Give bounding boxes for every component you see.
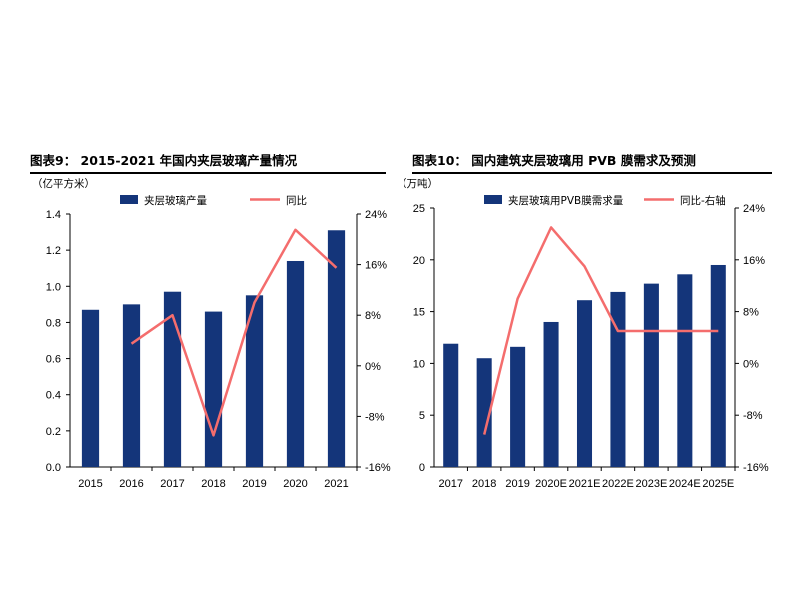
production-chart: （亿平方米） 夹层玻璃产量 同比 0.0 0.2 0.4 0.6 0.8 1.0 1.2 1.4 -1… <box>32 177 391 490</box>
bar <box>327 230 346 467</box>
y-tick-label-left: 0.2 <box>46 426 61 438</box>
y-tick-label-left: 0.8 <box>46 317 61 329</box>
x-tick-label: 2016 <box>119 478 143 490</box>
y-tick-label-right: 0% <box>743 358 759 370</box>
pvb-demand-chart: （万吨） 夹层玻璃用PVB膜需求量 同比-右轴 0 5 10 15 20 25 -16% -8% 0%… <box>404 177 769 490</box>
x-tick-label: 2022E <box>602 478 634 490</box>
y-tick-label-left: 0.6 <box>46 354 61 366</box>
x-tick-label: 2015 <box>78 478 102 490</box>
legend-swatch-bar <box>484 195 502 204</box>
y-tick-label-right: -8% <box>365 411 385 423</box>
y-tick-label-right: -8% <box>743 410 763 422</box>
y-tick-label-left: 1.2 <box>46 245 61 257</box>
bar <box>122 304 141 467</box>
y-tick-label-left: 25 <box>413 203 425 215</box>
x-tick-label: 2020E <box>535 478 567 490</box>
y-tick-label-right: 24% <box>743 203 765 215</box>
bar <box>443 343 459 467</box>
legend-label-bar: 夹层玻璃用PVB膜需求量 <box>508 194 624 207</box>
bar <box>677 274 693 467</box>
bar <box>643 283 659 467</box>
bar <box>543 321 559 467</box>
yoy-line <box>130 228 338 437</box>
y-tick-label-right: 8% <box>743 307 759 319</box>
legend-label-line: 同比 <box>286 194 307 207</box>
y-tick-label-left: 1.0 <box>46 281 61 293</box>
y-tick-label-right: -16% <box>743 462 769 474</box>
y-tick-label-right: 0% <box>365 361 381 373</box>
bar <box>576 300 593 467</box>
bar <box>610 291 626 467</box>
y-tick-label-left: 20 <box>413 255 425 267</box>
legend-label-bar: 夹层玻璃产量 <box>144 194 207 207</box>
x-tick-label: 2017 <box>438 478 462 490</box>
y-tick-label-left: 0 <box>419 462 425 474</box>
y-axis-unit-label: （万吨） <box>404 177 438 190</box>
chart-title: 图表9： 2015-2021 年国内夹层玻璃产量情况 <box>30 153 298 168</box>
y-tick-label-right: 16% <box>365 260 387 272</box>
x-tick-label: 2023E <box>635 478 667 490</box>
x-tick-label: 2024E <box>669 478 701 490</box>
y-tick-label-left: 0.4 <box>46 390 61 402</box>
title-underline <box>412 172 772 174</box>
x-tick-label: 2021 <box>324 478 348 490</box>
y-tick-label-right: 24% <box>365 209 387 221</box>
title-underline <box>30 172 386 174</box>
y-tick-label-right: 16% <box>743 255 765 267</box>
chart-title: 图表10： 国内建筑夹层玻璃用 PVB 膜需求及预测 <box>412 153 696 168</box>
legend: 夹层玻璃用PVB膜需求量 同比-右轴 <box>484 194 726 207</box>
bar <box>710 264 726 467</box>
bar <box>81 309 100 467</box>
x-tick-label: 2021E <box>569 478 601 490</box>
y-tick-label-left: 5 <box>419 410 425 422</box>
y-axis-unit-label: （亿平方米） <box>32 177 95 190</box>
y-tick-label-left: 0.0 <box>46 462 61 474</box>
y-tick-label-left: 1.4 <box>46 209 61 221</box>
legend-swatch-bar <box>120 195 138 204</box>
x-tick-label: 2018 <box>201 478 225 490</box>
bar <box>204 311 223 467</box>
legend: 夹层玻璃产量 同比 <box>120 194 307 207</box>
x-tick-label: 2018 <box>472 478 496 490</box>
x-tick-label: 2020 <box>283 478 307 490</box>
yoy-line <box>482 226 719 435</box>
bar <box>476 358 492 467</box>
bar <box>245 295 264 467</box>
bar <box>163 291 182 467</box>
legend-label-line: 同比-右轴 <box>680 194 726 207</box>
x-tick-label: 2019 <box>242 478 266 490</box>
x-tick-label: 2019 <box>505 478 529 490</box>
x-tick-label: 2017 <box>160 478 184 490</box>
y-tick-label-right: 8% <box>365 310 381 322</box>
x-tick-label: 2025E <box>702 478 734 490</box>
bar <box>286 260 305 467</box>
bar <box>510 346 526 467</box>
y-tick-label-left: 10 <box>413 358 425 370</box>
y-tick-label-right: -16% <box>365 462 391 474</box>
y-tick-label-left: 15 <box>413 307 425 319</box>
